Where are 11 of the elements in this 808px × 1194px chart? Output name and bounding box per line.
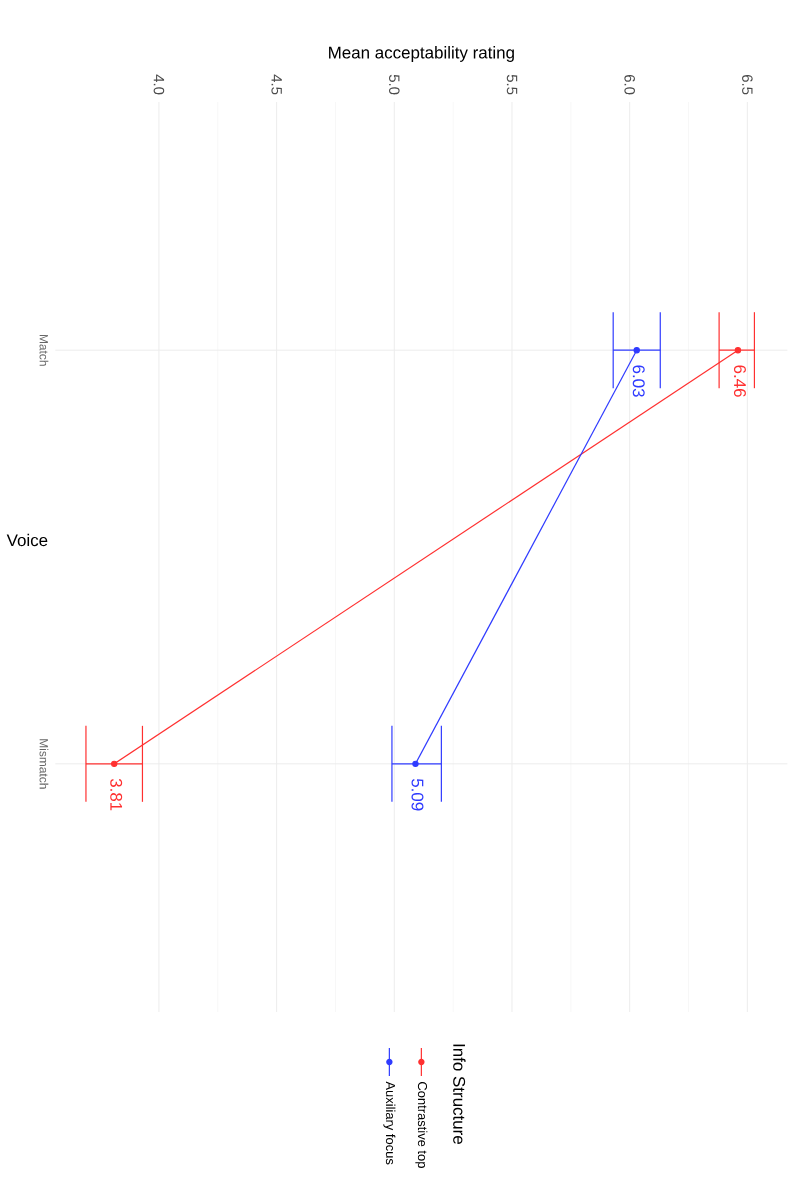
- point: [735, 347, 742, 354]
- data-label: 3.81: [110, 778, 123, 811]
- y-axis-title: Voice: [7, 533, 48, 547]
- point: [111, 760, 118, 768]
- data-label: 5.09: [411, 778, 424, 811]
- point: [633, 347, 641, 354]
- data-label: 6.03: [633, 365, 646, 397]
- point: [412, 760, 419, 768]
- x-axis-title: Mean acceptability rating: [329, 46, 515, 62]
- legend-title: Info Structure: [453, 1044, 466, 1144]
- data-label: 6.46: [734, 365, 747, 397]
